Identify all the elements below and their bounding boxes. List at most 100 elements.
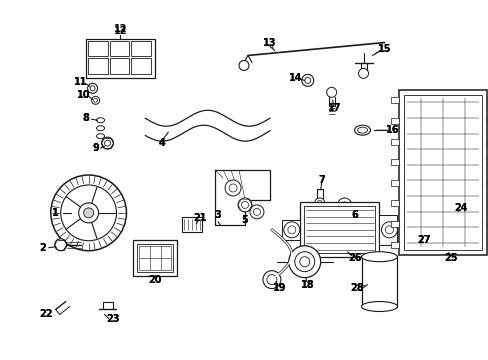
Circle shape (341, 202, 347, 208)
Bar (390, 221, 399, 227)
Text: 15: 15 (377, 44, 390, 54)
Text: 5: 5 (241, 215, 248, 225)
Circle shape (283, 222, 299, 238)
Text: 3: 3 (214, 210, 221, 220)
Bar (390, 139, 399, 145)
Bar (390, 201, 399, 207)
Bar (303, 206, 375, 253)
Bar (486, 159, 488, 165)
Circle shape (288, 246, 320, 278)
Circle shape (55, 239, 66, 251)
Bar (390, 180, 399, 186)
Text: 8: 8 (82, 113, 89, 123)
Circle shape (83, 208, 93, 218)
Circle shape (287, 226, 295, 234)
Text: 18: 18 (300, 280, 314, 289)
Text: 26: 26 (347, 253, 361, 263)
Text: 12: 12 (114, 26, 127, 36)
Circle shape (443, 234, 459, 250)
Text: 10: 10 (77, 90, 90, 100)
Bar (299, 202, 379, 257)
Circle shape (241, 201, 248, 208)
Circle shape (444, 211, 458, 225)
Text: 12: 12 (114, 24, 127, 33)
Bar (131, 41, 151, 57)
Text: 17: 17 (327, 103, 341, 113)
Text: 22: 22 (39, 310, 52, 319)
Text: 24: 24 (453, 203, 467, 213)
Bar (486, 97, 488, 103)
Text: 14: 14 (288, 73, 302, 84)
Text: 25: 25 (444, 253, 457, 263)
Circle shape (317, 201, 322, 206)
Circle shape (413, 228, 424, 238)
Ellipse shape (361, 252, 397, 262)
Bar (85, 39, 155, 78)
Bar (182, 217, 202, 232)
Text: 13: 13 (263, 37, 276, 48)
Text: 26: 26 (347, 253, 361, 263)
Text: 25: 25 (444, 253, 457, 263)
Circle shape (51, 175, 126, 251)
Text: 7: 7 (318, 175, 325, 185)
Bar (399, 90, 486, 255)
Circle shape (381, 222, 397, 238)
Text: 8: 8 (82, 113, 89, 123)
Text: 4: 4 (159, 138, 165, 148)
Text: 23: 23 (105, 314, 119, 324)
Bar (486, 242, 488, 248)
Bar (390, 118, 399, 124)
Ellipse shape (96, 134, 104, 139)
Text: 14: 14 (288, 73, 302, 84)
Text: 5: 5 (241, 215, 248, 225)
Circle shape (314, 198, 324, 208)
Bar (486, 221, 488, 227)
Bar (109, 58, 129, 75)
Text: 19: 19 (273, 283, 286, 293)
Circle shape (102, 137, 113, 149)
Text: 6: 6 (350, 210, 357, 220)
Circle shape (91, 96, 100, 104)
Text: 10: 10 (77, 90, 90, 100)
Bar (137, 244, 173, 272)
Circle shape (266, 275, 276, 285)
Text: 9: 9 (92, 143, 99, 153)
Ellipse shape (96, 126, 104, 131)
Circle shape (224, 180, 241, 196)
Text: 24: 24 (453, 203, 467, 213)
Text: 20: 20 (148, 275, 162, 285)
Circle shape (228, 184, 237, 192)
Polygon shape (215, 170, 269, 225)
Bar (361, 257, 397, 306)
Circle shape (104, 140, 110, 146)
Circle shape (79, 203, 99, 223)
Circle shape (249, 205, 264, 219)
Circle shape (61, 185, 116, 241)
Circle shape (301, 75, 313, 86)
Text: 2: 2 (40, 243, 46, 253)
Text: 7: 7 (318, 175, 325, 185)
Text: 13: 13 (263, 37, 276, 48)
Text: 18: 18 (300, 280, 314, 289)
Text: 27: 27 (417, 235, 430, 245)
Bar (486, 180, 488, 186)
Circle shape (431, 234, 447, 250)
Text: 2: 2 (40, 243, 46, 253)
Text: 15: 15 (377, 44, 390, 54)
Bar (87, 58, 107, 75)
Circle shape (304, 77, 310, 84)
Bar (87, 41, 107, 57)
Circle shape (239, 60, 248, 71)
Text: 22: 22 (39, 310, 52, 319)
Circle shape (435, 238, 443, 246)
Circle shape (87, 84, 98, 93)
Circle shape (337, 198, 351, 212)
Bar (390, 159, 399, 165)
Ellipse shape (361, 302, 397, 311)
Bar (486, 201, 488, 207)
Text: 1: 1 (52, 208, 59, 218)
Text: 27: 27 (417, 235, 430, 245)
Circle shape (447, 238, 455, 246)
Ellipse shape (354, 125, 370, 135)
Bar (486, 139, 488, 145)
